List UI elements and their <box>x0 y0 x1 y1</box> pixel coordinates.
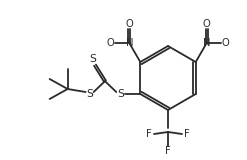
Text: O: O <box>203 19 211 29</box>
Text: O: O <box>222 38 230 48</box>
Text: N: N <box>203 38 210 48</box>
Text: F: F <box>184 129 190 139</box>
Text: S: S <box>89 54 96 64</box>
Text: N: N <box>125 38 133 48</box>
Text: S: S <box>86 89 93 99</box>
Text: O: O <box>125 19 133 29</box>
Text: O: O <box>106 38 114 48</box>
Text: F: F <box>165 146 171 156</box>
Text: S: S <box>117 89 124 99</box>
Text: F: F <box>146 129 152 139</box>
